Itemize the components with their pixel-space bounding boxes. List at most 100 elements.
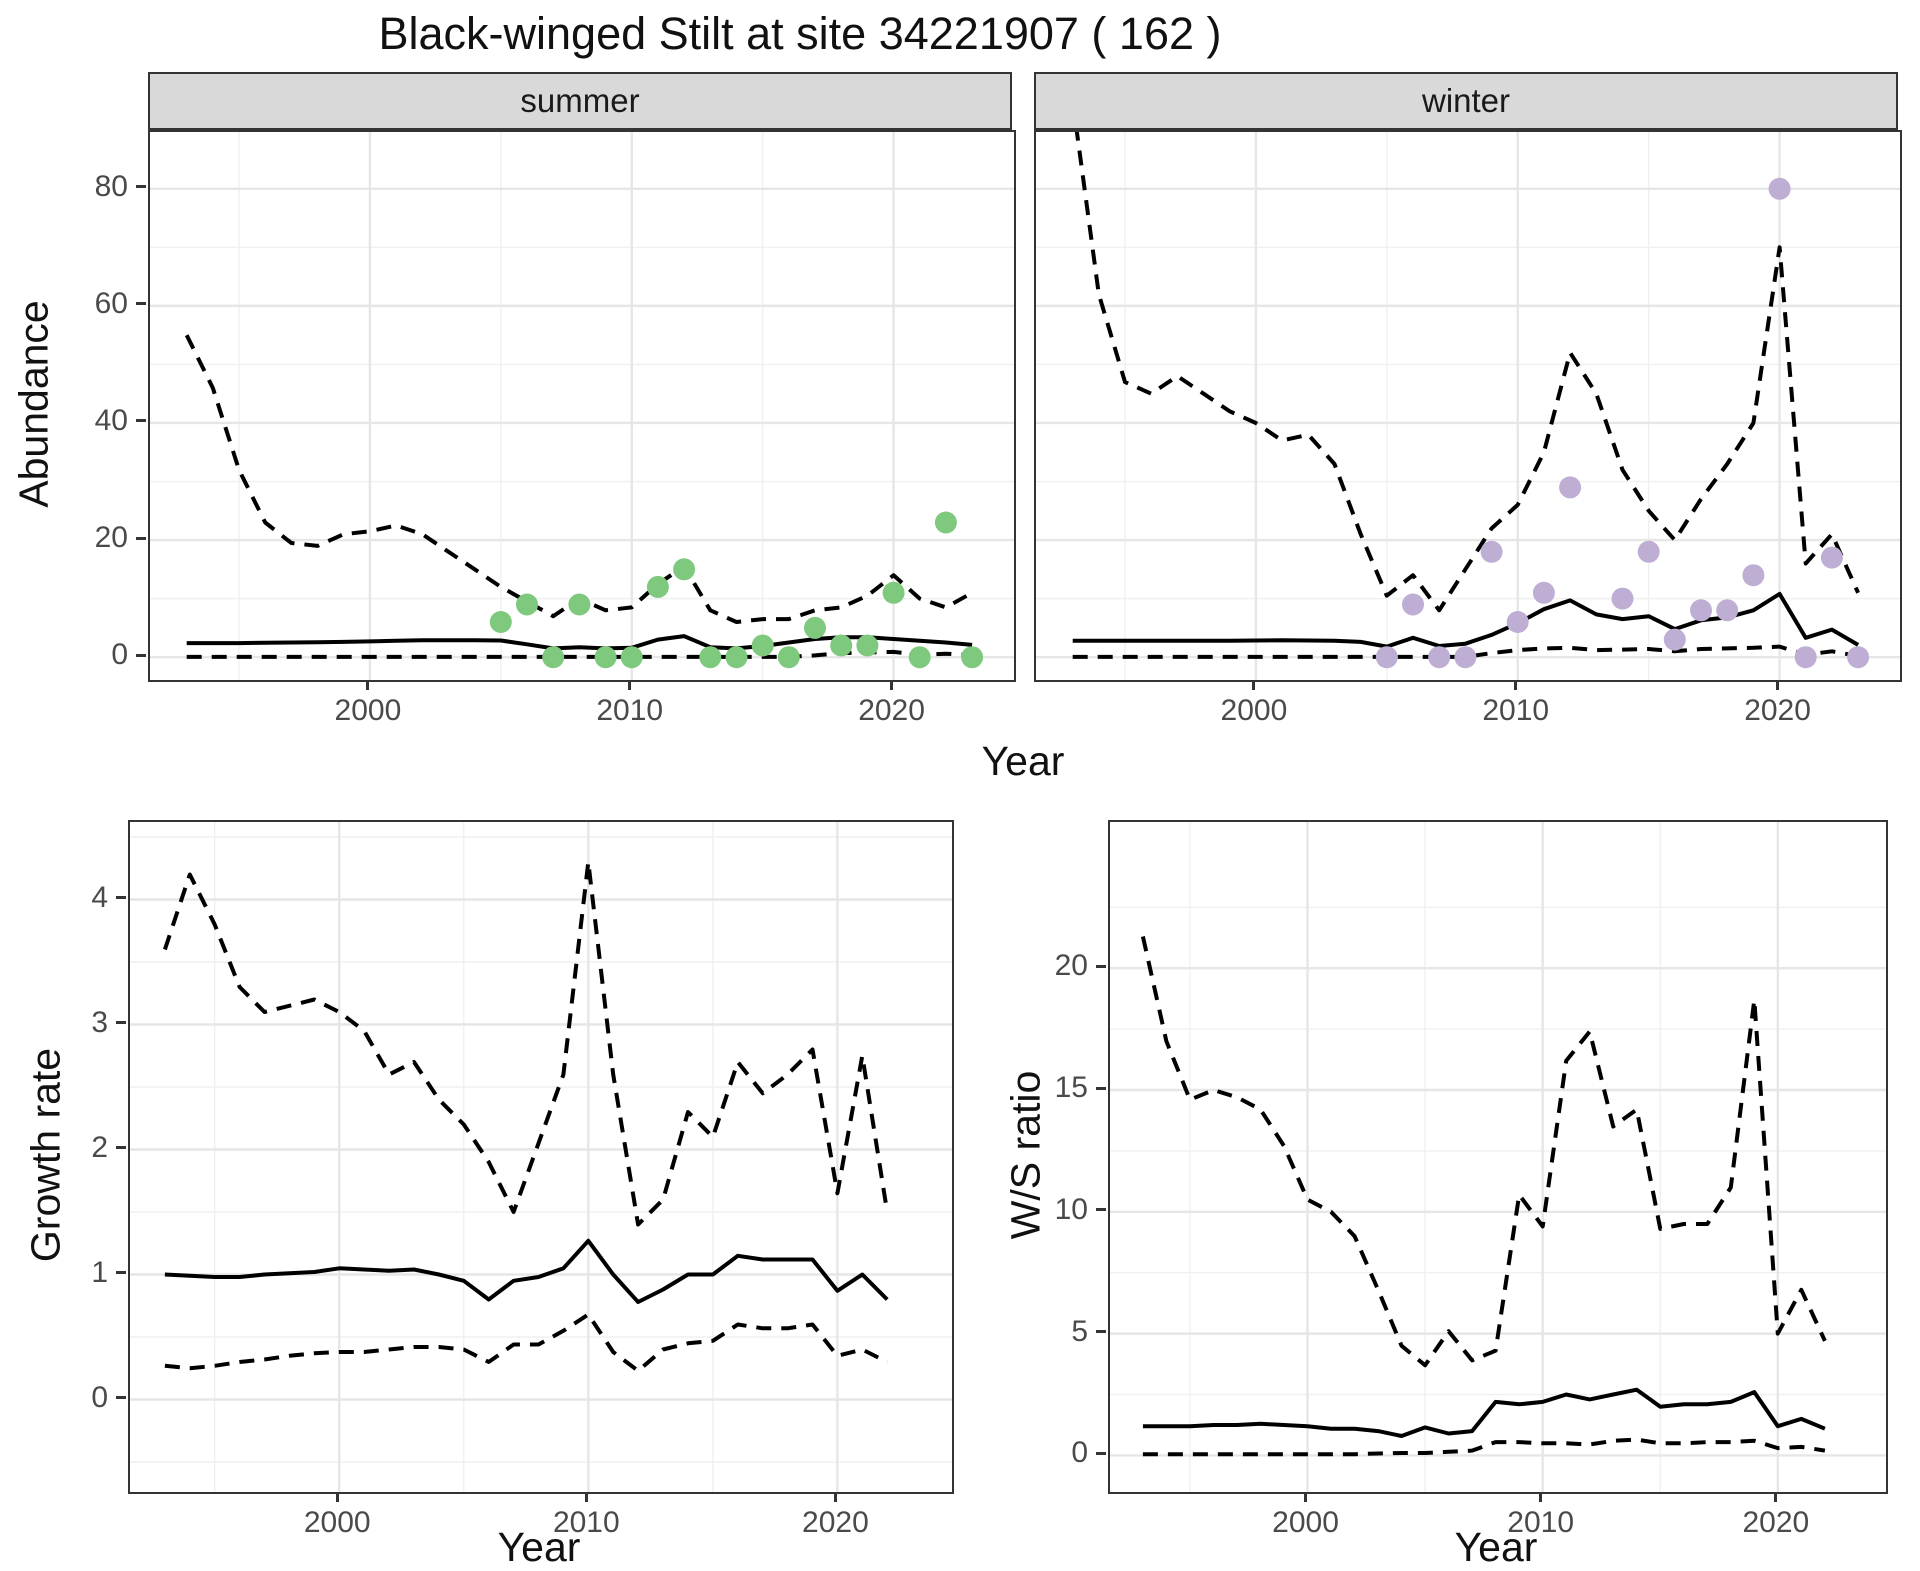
y-tick-label: 0 <box>111 638 128 672</box>
abundance-summer-observed-count <box>620 646 643 669</box>
abundance-summer-observed-count <box>489 611 512 633</box>
abundance-winter-observed-count <box>1428 646 1451 669</box>
abundance-summer-observed-count <box>908 646 931 669</box>
abundance-winter-lower-95ci-line <box>1072 644 1859 659</box>
abundance-summer-estimate-line <box>186 634 973 651</box>
y-tick-mark <box>116 896 126 899</box>
ws-ratio-upper-95ci-line <box>1140 936 1827 1368</box>
y-tick-mark <box>1096 1208 1106 1212</box>
abundance-summer-observed-count <box>725 646 748 669</box>
y-tick-label: 4 <box>91 880 108 914</box>
y-tick-label: 5 <box>1071 1314 1088 1348</box>
x-tick-label: 2010 <box>1507 1506 1575 1539</box>
abundance-winter-observed-count <box>1637 540 1660 563</box>
y-axis-title-abundance: Abundance <box>10 300 57 508</box>
x-tick-mark <box>833 1492 837 1502</box>
y-tick-mark <box>136 185 146 189</box>
y-tick-mark <box>1096 1086 1106 1090</box>
ws-ratio-canvas <box>1110 822 1886 1492</box>
y-tick-label: 15 <box>1054 1071 1088 1104</box>
x-tick-label: 2010 <box>552 1506 620 1539</box>
x-tick-mark <box>1776 680 1780 690</box>
y-tick-label: 20 <box>1054 949 1088 983</box>
abundance-summer-observed-count <box>594 646 617 669</box>
y-tick-label: 3 <box>91 1005 108 1039</box>
abundance-winter-observed-count <box>1506 611 1529 633</box>
x-tick-mark <box>366 680 370 690</box>
abundance-winter-observed-count <box>1611 587 1634 610</box>
abundance-summer-observed-count <box>961 646 984 669</box>
abundance-winter-observed-count <box>1663 628 1686 651</box>
x-tick-mark <box>1514 680 1518 690</box>
y-tick-label: 40 <box>94 403 128 437</box>
x-tick-label: 2020 <box>802 1506 869 1539</box>
y-tick-mark <box>136 419 146 423</box>
abundance-winter-observed-count <box>1690 599 1712 622</box>
x-tick-mark <box>890 680 894 690</box>
abundance-summer-observed-count <box>542 646 565 669</box>
abundance-summer-observed-count <box>673 558 696 581</box>
abundance-summer-observed-count <box>804 616 826 639</box>
abundance-winter-observed-count <box>1532 581 1555 604</box>
growth-rate-upper-95ci-line <box>163 860 890 1227</box>
x-tick-label: 2020 <box>1744 694 1811 727</box>
x-tick-label: 2010 <box>1482 694 1550 727</box>
abundance-winter-observed-count <box>1375 646 1398 669</box>
facet-strip-winter: winter <box>1034 72 1898 130</box>
abundance-winter-observed-count <box>1716 599 1739 622</box>
abundance-winter-observed-count <box>1480 540 1503 563</box>
panel-growth-rate <box>128 820 954 1494</box>
y-tick-label: 2 <box>91 1130 108 1164</box>
abundance-summer-observed-count <box>699 646 722 669</box>
abundance-summer-canvas <box>150 132 1014 680</box>
growth-rate-estimate-line <box>164 1238 889 1304</box>
abundance-winter-observed-count <box>1402 593 1424 616</box>
y-tick-mark <box>116 1271 126 1274</box>
abundance-summer-observed-count <box>568 593 591 616</box>
abundance-winter-observed-count <box>1794 646 1817 669</box>
abundance-winter-estimate-line <box>1072 591 1860 649</box>
facet-strip-winter-label: winter <box>1421 82 1511 119</box>
x-axis-title-year-top: Year <box>981 738 1065 784</box>
ws-ratio-lower-95ci-line <box>1142 1437 1826 1457</box>
abundance-summer-observed-count <box>882 581 905 604</box>
y-tick-label: 0 <box>91 1380 108 1414</box>
x-tick-mark <box>335 1492 339 1502</box>
abundance-winter-observed-count <box>1768 177 1791 200</box>
x-tick-mark <box>584 1492 588 1502</box>
y-tick-label: 80 <box>94 169 128 203</box>
abundance-summer-upper-95ci-line <box>184 334 974 624</box>
y-tick-mark <box>116 1396 126 1399</box>
abundance-winter-observed-count <box>1820 546 1843 569</box>
x-tick-mark <box>628 680 632 690</box>
abundance-summer-observed-count <box>777 646 800 669</box>
x-tick-label: 2000 <box>334 694 402 727</box>
y-tick-mark <box>1096 964 1106 968</box>
y-tick-label: 1 <box>91 1255 108 1289</box>
panel-ws-ratio <box>1108 820 1888 1494</box>
y-tick-label: 10 <box>1054 1192 1088 1226</box>
growth-rate-canvas <box>130 822 952 1492</box>
x-tick-label: 2000 <box>1272 1506 1339 1539</box>
y-tick-mark <box>136 302 146 306</box>
y-tick-label: 0 <box>1071 1436 1088 1470</box>
x-tick-mark <box>1252 680 1256 690</box>
y-tick-label: 60 <box>94 286 128 320</box>
facet-strip-summer-label: summer <box>520 82 640 119</box>
x-tick-label: 2000 <box>303 1506 371 1539</box>
y-tick-mark <box>1096 1451 1106 1455</box>
y-tick-mark <box>116 1146 126 1149</box>
x-tick-label: 2000 <box>1220 694 1288 727</box>
y-tick-mark <box>116 1021 126 1024</box>
abundance-summer-observed-count <box>856 634 879 657</box>
abundance-summer-observed-count <box>646 575 669 598</box>
x-tick-mark <box>1304 1492 1308 1502</box>
abundance-winter-upper-95ci-line <box>1074 132 1860 613</box>
abundance-summer-observed-count <box>830 634 853 657</box>
abundance-winter-observed-count <box>1559 476 1582 499</box>
abundance-summer-observed-count <box>516 593 538 616</box>
abundance-summer-observed-count <box>934 511 957 534</box>
facet-strip-summer: summer <box>148 72 1012 130</box>
growth-rate-lower-95ci-line <box>164 1312 889 1373</box>
